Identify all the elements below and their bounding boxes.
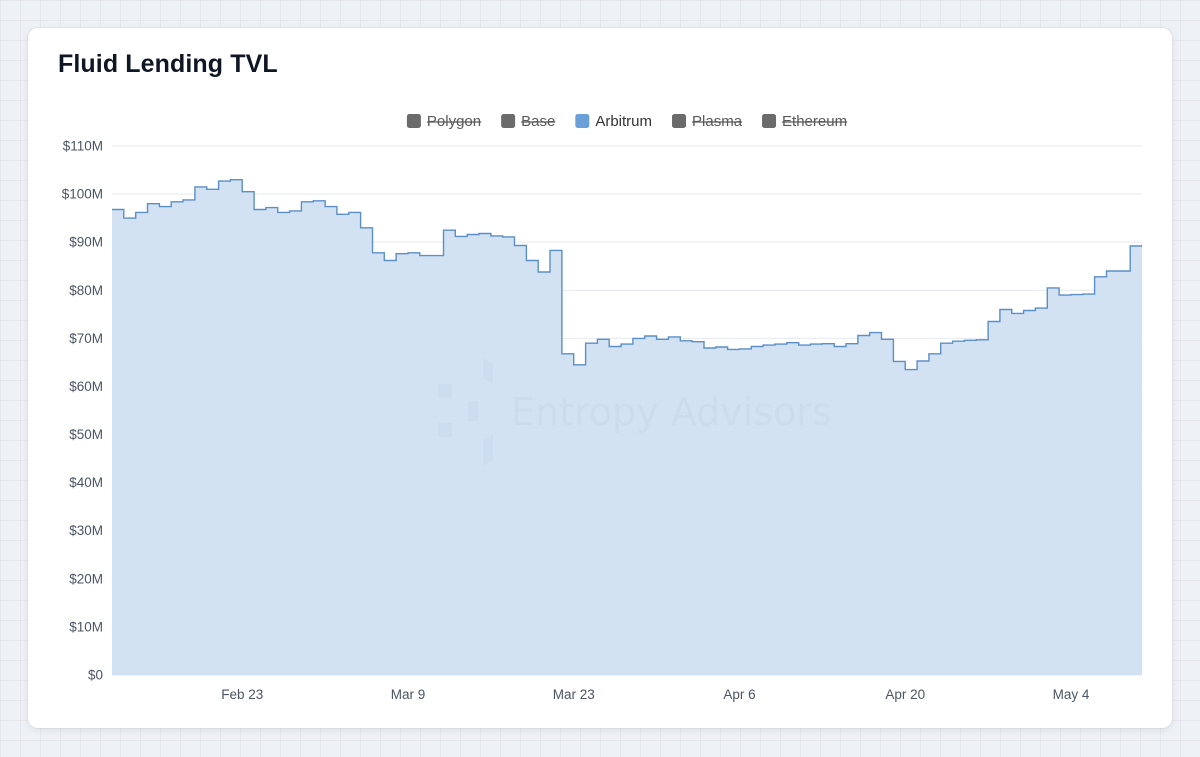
legend-swatch [501, 114, 516, 128]
legend-swatch [406, 114, 421, 128]
y-tick-label: $30M [69, 523, 103, 538]
y-tick-label: $90M [69, 235, 103, 250]
legend-item-polygon[interactable]: Polygon [406, 113, 482, 130]
page-title: Fluid Lending TVL [58, 50, 278, 78]
legend-swatch [575, 114, 590, 128]
y-tick-label: $20M [69, 571, 103, 586]
x-tick-label: Apr 6 [723, 687, 755, 702]
x-axis: Feb 23 Mar 9 Mar 23 Apr 6 Apr 20 May 4 [221, 687, 1090, 702]
legend-swatch [762, 114, 777, 128]
series-line-arbitrum [112, 179, 1142, 371]
y-tick-label: $40M [69, 475, 103, 490]
legend-item-plasma[interactable]: Plasma [672, 113, 743, 130]
legend-swatch [672, 114, 687, 128]
y-axis: $0 $10M $20M $30M $40M $50M $60M $70M $80M $90M $1… [62, 139, 103, 683]
x-tick-label: Apr 20 [885, 687, 925, 702]
x-tick-label: Feb 23 [221, 687, 263, 702]
x-tick-label: May 4 [1053, 687, 1090, 702]
y-tick-label: $100M [62, 187, 103, 202]
y-tick-label: $80M [69, 283, 103, 298]
x-tick-label: Mar 9 [391, 687, 426, 702]
series-arbitrum [112, 179, 1142, 675]
x-tick-label: Mar 23 [553, 687, 595, 702]
legend-item-arbitrum[interactable]: Arbitrum [575, 113, 652, 130]
legend-item-base[interactable]: Base [501, 113, 556, 130]
y-tick-label: $50M [69, 427, 103, 442]
legend-item-ethereum[interactable]: Ethereum [762, 113, 848, 130]
y-tick-label: $70M [69, 331, 103, 346]
series-area-arbitrum [112, 179, 1142, 675]
y-tick-label: $10M [69, 619, 103, 634]
chart-card: Fluid Lending TVL $0 $10M $20M $30M $40M $50M… [28, 28, 1172, 728]
legend: Polygon Base Arbitrum Plasma Ethereum [406, 113, 848, 130]
y-tick-label: $110M [63, 139, 103, 154]
y-tick-label: $60M [69, 379, 103, 394]
tvl-chart: $0 $10M $20M $30M $40M $50M $60M $70M $80M $90M $1… [62, 113, 1142, 702]
y-tick-label: $0 [88, 668, 103, 683]
legend-label: Arbitrum [595, 113, 652, 130]
